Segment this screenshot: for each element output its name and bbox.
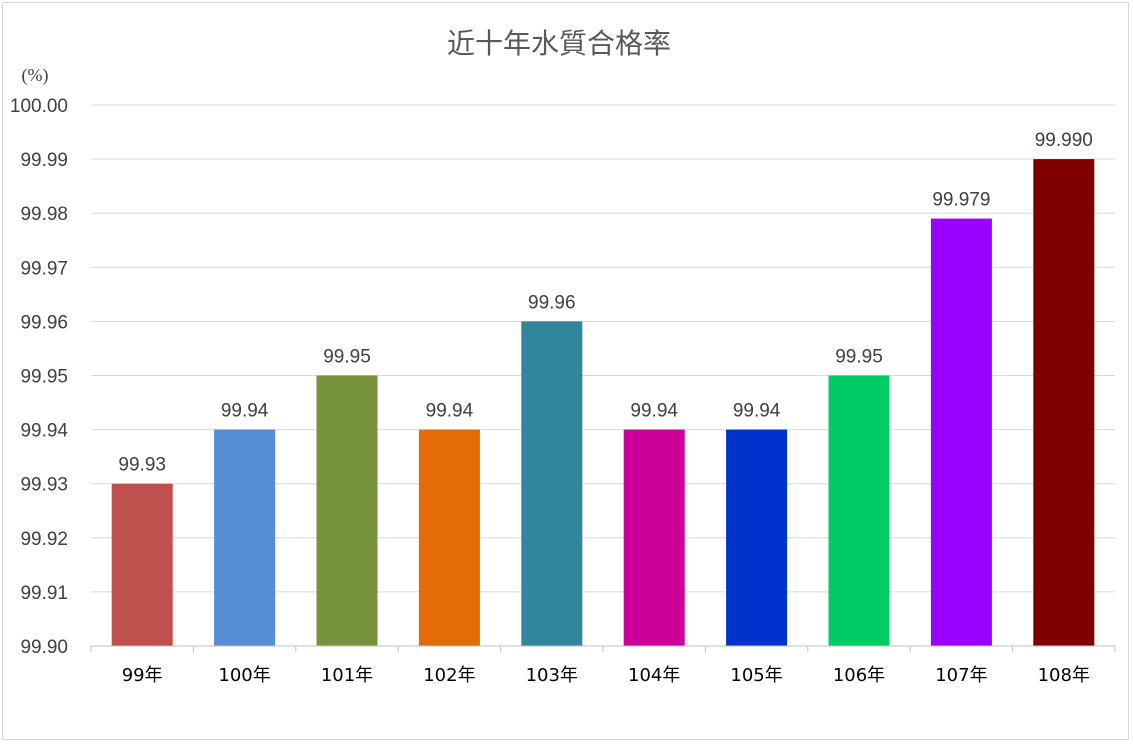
y-tick-label: 99.97 xyxy=(20,258,68,279)
bar-chart: 近十年水質合格率 (%) 99.9099.9199.9299.9399.9499… xyxy=(10,27,1116,686)
bar xyxy=(316,375,378,646)
data-label: 99.94 xyxy=(733,401,781,422)
y-axis-unit-label: (%) xyxy=(22,65,49,86)
bar xyxy=(521,321,583,646)
data-label: 99.94 xyxy=(221,401,269,422)
x-tick-label: 104年 xyxy=(628,665,680,686)
x-tick-label: 108年 xyxy=(1038,665,1090,686)
data-label: 99.95 xyxy=(835,347,883,368)
x-tick-label: 99年 xyxy=(122,665,163,686)
data-label: 99.990 xyxy=(1035,130,1093,151)
data-label: 99.94 xyxy=(426,401,474,422)
y-axis-ticks: 99.90 99.91 99.92 99.93 99.94 99.95 99.96 99.97… xyxy=(10,96,69,658)
y-tick-label: 99.90 xyxy=(20,637,68,658)
bar xyxy=(623,429,685,646)
data-label: 99.96 xyxy=(528,292,576,313)
y-tick-label: 99.98 xyxy=(20,204,68,225)
bar xyxy=(1033,159,1095,646)
bar xyxy=(418,429,480,646)
data-labels: 99.93 99.94 99.95 99.94 99.96 99.94 99.94 99.95… xyxy=(118,130,1092,476)
bar xyxy=(111,483,173,646)
x-tick-label: 100年 xyxy=(218,665,270,686)
y-tick-label: 100.00 xyxy=(10,96,68,117)
x-tick-label: 105年 xyxy=(730,665,782,686)
data-label: 99.94 xyxy=(630,401,678,422)
x-tick-label: 102年 xyxy=(423,665,475,686)
x-tick-label: 101年 xyxy=(321,665,373,686)
x-axis: 99年 100年 101年 102年 103年 104年 105年 106年 107年 108年 xyxy=(90,645,1116,686)
x-tick-label: 106年 xyxy=(833,665,885,686)
y-tick-label: 99.95 xyxy=(20,367,68,388)
data-label: 99.979 xyxy=(932,190,990,211)
y-tick-label: 99.96 xyxy=(20,312,68,333)
data-label: 99.95 xyxy=(323,347,371,368)
bar xyxy=(828,375,890,646)
bar xyxy=(726,429,788,646)
y-tick-label: 99.91 xyxy=(20,583,68,604)
data-label: 99.93 xyxy=(118,455,166,476)
y-tick-label: 99.94 xyxy=(20,421,68,442)
y-tick-label: 99.99 xyxy=(20,150,68,171)
chart-title: 近十年水質合格率 xyxy=(447,27,671,60)
y-tick-label: 99.92 xyxy=(20,529,68,550)
bars xyxy=(111,159,1095,647)
y-tick-label: 99.93 xyxy=(20,475,68,496)
x-tick-label: 107年 xyxy=(935,665,987,686)
bar xyxy=(214,429,276,646)
bar xyxy=(930,218,992,647)
x-tick-label: 103年 xyxy=(526,665,578,686)
